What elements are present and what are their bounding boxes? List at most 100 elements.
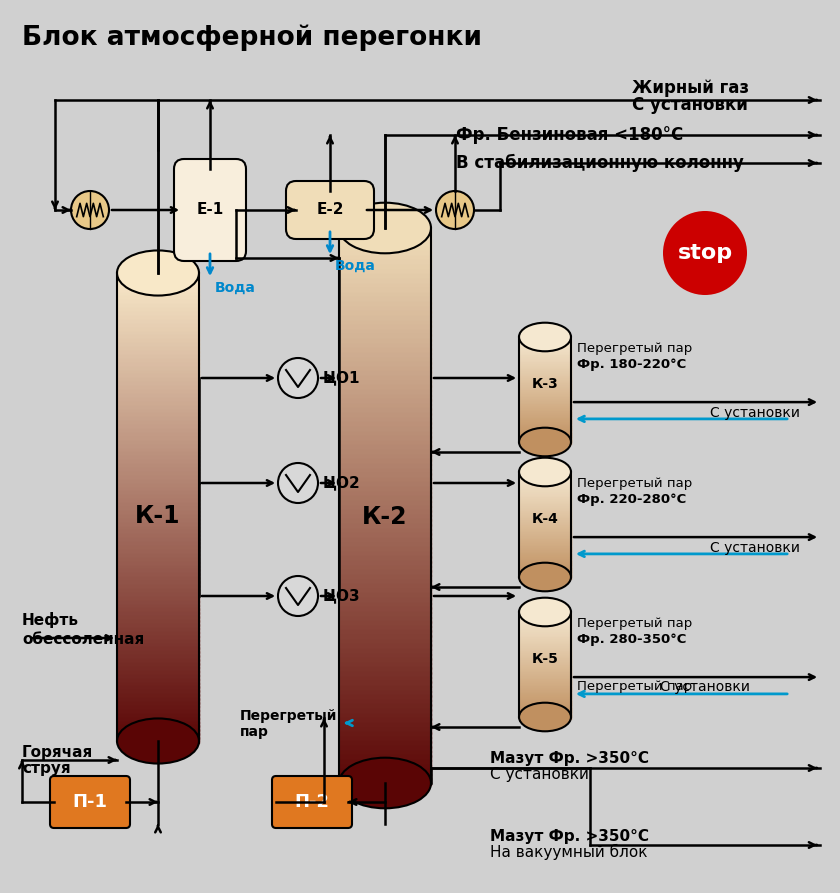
Bar: [339, 455, 431, 461]
Bar: [339, 556, 431, 563]
Bar: [519, 701, 571, 705]
Bar: [117, 562, 199, 567]
Bar: [519, 486, 571, 489]
Bar: [519, 518, 571, 521]
Bar: [117, 397, 199, 404]
Bar: [519, 646, 571, 648]
Bar: [339, 408, 431, 414]
Text: Фр. 180-220°C: Фр. 180-220°C: [577, 358, 686, 371]
Text: Перегретый пар: Перегретый пар: [577, 342, 692, 355]
Bar: [519, 691, 571, 694]
Bar: [519, 544, 571, 547]
Bar: [519, 360, 571, 363]
Bar: [519, 488, 571, 491]
Bar: [117, 277, 199, 282]
Bar: [117, 620, 199, 625]
Bar: [519, 530, 571, 533]
Bar: [519, 619, 571, 622]
Bar: [519, 338, 571, 342]
Bar: [117, 550, 199, 555]
Bar: [339, 274, 431, 280]
Bar: [117, 597, 199, 602]
Bar: [117, 542, 199, 547]
Bar: [117, 460, 199, 465]
Bar: [519, 524, 571, 528]
Text: Перегретый
пар: Перегретый пар: [240, 709, 338, 739]
Text: В стабилизационную колонну: В стабилизационную колонну: [456, 154, 744, 172]
Bar: [339, 705, 431, 711]
Bar: [519, 652, 571, 655]
Ellipse shape: [117, 250, 199, 296]
Bar: [117, 499, 199, 505]
Bar: [339, 339, 431, 345]
Bar: [117, 305, 199, 310]
Bar: [519, 613, 571, 617]
Bar: [519, 684, 571, 687]
Bar: [339, 283, 431, 289]
Bar: [117, 534, 199, 539]
Bar: [117, 710, 199, 715]
Bar: [519, 551, 571, 554]
Circle shape: [278, 463, 318, 503]
Bar: [117, 472, 199, 477]
Bar: [339, 672, 431, 678]
Bar: [339, 630, 431, 637]
Bar: [339, 779, 431, 784]
Bar: [117, 608, 199, 613]
Bar: [339, 593, 431, 599]
Bar: [117, 453, 199, 458]
Bar: [117, 616, 199, 622]
Bar: [117, 280, 199, 286]
Bar: [117, 300, 199, 305]
Bar: [117, 405, 199, 411]
Bar: [519, 697, 571, 701]
Bar: [339, 246, 431, 253]
Bar: [519, 484, 571, 488]
Bar: [117, 417, 199, 422]
Bar: [339, 764, 431, 771]
Bar: [339, 463, 431, 470]
Bar: [117, 285, 199, 290]
Bar: [519, 351, 571, 355]
Text: Вода: Вода: [215, 281, 256, 295]
Bar: [519, 337, 571, 340]
Bar: [519, 535, 571, 538]
Bar: [519, 409, 571, 412]
Bar: [519, 617, 571, 621]
Bar: [117, 725, 199, 730]
Bar: [519, 498, 571, 502]
Bar: [117, 671, 199, 676]
Bar: [339, 265, 431, 271]
Bar: [519, 526, 571, 530]
Bar: [519, 537, 571, 540]
Bar: [117, 331, 199, 337]
Circle shape: [663, 211, 747, 295]
Bar: [519, 568, 571, 572]
Bar: [117, 639, 199, 645]
Text: К-1: К-1: [135, 505, 181, 529]
Bar: [519, 426, 571, 430]
Bar: [519, 615, 571, 619]
Bar: [339, 395, 431, 401]
Bar: [339, 334, 431, 340]
Bar: [117, 328, 199, 333]
Text: Блок атмосферной перегонки: Блок атмосферной перегонки: [22, 25, 482, 51]
Bar: [519, 430, 571, 433]
Bar: [519, 547, 571, 550]
Ellipse shape: [339, 757, 431, 808]
Bar: [339, 722, 431, 729]
Bar: [339, 251, 431, 257]
Bar: [519, 497, 571, 500]
Text: На вакуумный блок: На вакуумный блок: [490, 844, 648, 860]
Bar: [117, 394, 199, 399]
Bar: [117, 570, 199, 575]
Bar: [519, 507, 571, 510]
Bar: [519, 391, 571, 395]
Bar: [519, 626, 571, 630]
Text: К-3: К-3: [532, 377, 559, 391]
Bar: [339, 773, 431, 780]
Text: stop: stop: [677, 243, 732, 263]
Ellipse shape: [117, 719, 199, 764]
Bar: [117, 323, 199, 330]
Bar: [519, 675, 571, 679]
